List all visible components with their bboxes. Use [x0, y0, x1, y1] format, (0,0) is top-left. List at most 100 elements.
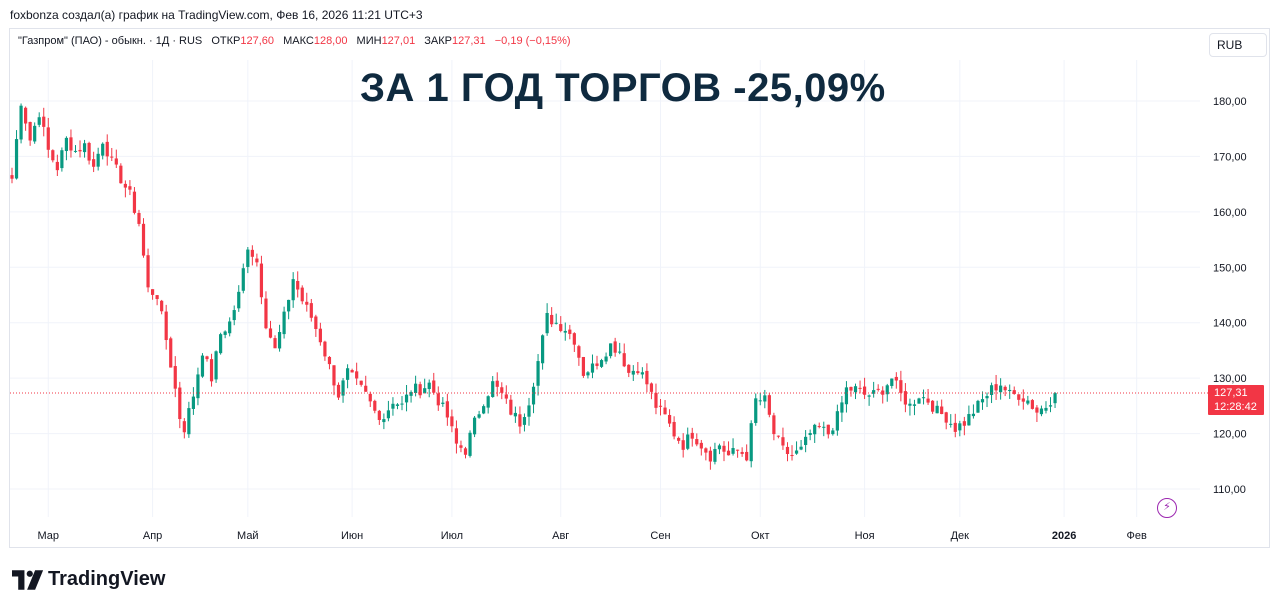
candle [790, 455, 794, 457]
candle [305, 301, 309, 305]
candle [232, 310, 236, 321]
candle [268, 328, 273, 338]
close-value: 127,31 [452, 35, 486, 47]
x-tick-label: Апр [143, 530, 162, 542]
candle [119, 165, 123, 184]
candle [772, 415, 776, 435]
candle [214, 351, 218, 380]
candle [400, 403, 404, 405]
candle [817, 426, 821, 428]
candle [436, 393, 440, 406]
candle [105, 141, 109, 157]
candle [527, 405, 531, 417]
x-tick-label: Мар [38, 530, 60, 542]
candle [191, 396, 195, 409]
x-tick-label: Сен [650, 530, 670, 542]
chart-credit: foxbonza создал(а) график на TradingView… [10, 8, 423, 22]
candle [985, 396, 989, 399]
candle [359, 380, 363, 385]
candle [581, 356, 586, 376]
candle [223, 331, 227, 335]
candle [677, 437, 681, 441]
candle [500, 387, 504, 393]
candle [767, 395, 771, 415]
candle [164, 311, 168, 341]
candle [1003, 386, 1007, 391]
candle [599, 360, 604, 367]
candle [42, 116, 46, 127]
candle [713, 448, 717, 462]
candle [609, 343, 613, 357]
candle [940, 406, 944, 415]
candle [64, 137, 69, 152]
candle [377, 410, 381, 420]
symbol-label: "Газпром" (ПАО) - обыкн. · 1Д · RUS [18, 35, 203, 47]
candle [618, 351, 622, 353]
y-tick-label: 180,00 [1213, 96, 1247, 108]
candle [1053, 393, 1057, 404]
candle [867, 395, 871, 397]
candle [332, 365, 336, 386]
candle [209, 359, 214, 382]
candle [409, 392, 413, 396]
candle [577, 346, 581, 358]
candle [155, 295, 159, 300]
candle [804, 436, 808, 446]
candle [976, 400, 980, 413]
candle [949, 423, 953, 425]
candle [540, 335, 545, 364]
candle [763, 395, 767, 402]
candle [318, 328, 322, 343]
candle [686, 434, 690, 449]
candle [323, 341, 327, 357]
candle [228, 321, 232, 334]
candle [169, 338, 173, 368]
x-tick-label: Июл [441, 530, 463, 542]
candle [917, 398, 921, 404]
currency-button[interactable]: RUB [1209, 33, 1267, 57]
candle [531, 386, 536, 405]
candle [1021, 398, 1025, 402]
candle [645, 370, 649, 385]
candle [28, 121, 32, 141]
candle [404, 394, 409, 403]
candle [781, 437, 785, 446]
candle [872, 390, 876, 394]
candle [799, 446, 803, 450]
candle [944, 412, 948, 423]
candle [559, 324, 563, 331]
candle [141, 223, 146, 256]
candle [150, 289, 155, 295]
candle [572, 333, 576, 345]
candle [667, 414, 672, 424]
candle [890, 378, 894, 386]
candle [1044, 407, 1048, 411]
candle [1048, 405, 1053, 407]
candles-group [10, 103, 1057, 470]
candle [468, 432, 472, 456]
candle [613, 341, 617, 353]
low-value: 127,01 [381, 35, 416, 47]
candle [690, 432, 694, 439]
candle [309, 303, 313, 318]
lightning-icon[interactable]: ⚡ [1157, 498, 1177, 518]
tradingview-logo[interactable]: TradingView [12, 568, 165, 591]
candle [785, 446, 790, 455]
candle [844, 387, 849, 405]
candle [486, 396, 490, 408]
candle [250, 249, 254, 257]
candle [912, 404, 917, 406]
candle [971, 413, 976, 417]
candle [663, 407, 667, 415]
candle [60, 150, 64, 169]
candle [282, 311, 286, 335]
candle [454, 428, 459, 444]
x-tick-label: Фев [1127, 530, 1147, 542]
change-value: −0,19 (−0,15%) [494, 35, 571, 47]
candle [962, 421, 966, 426]
candle [96, 153, 100, 167]
x-tick-label: Авг [552, 530, 569, 542]
candle [128, 186, 132, 190]
candle [699, 442, 703, 449]
